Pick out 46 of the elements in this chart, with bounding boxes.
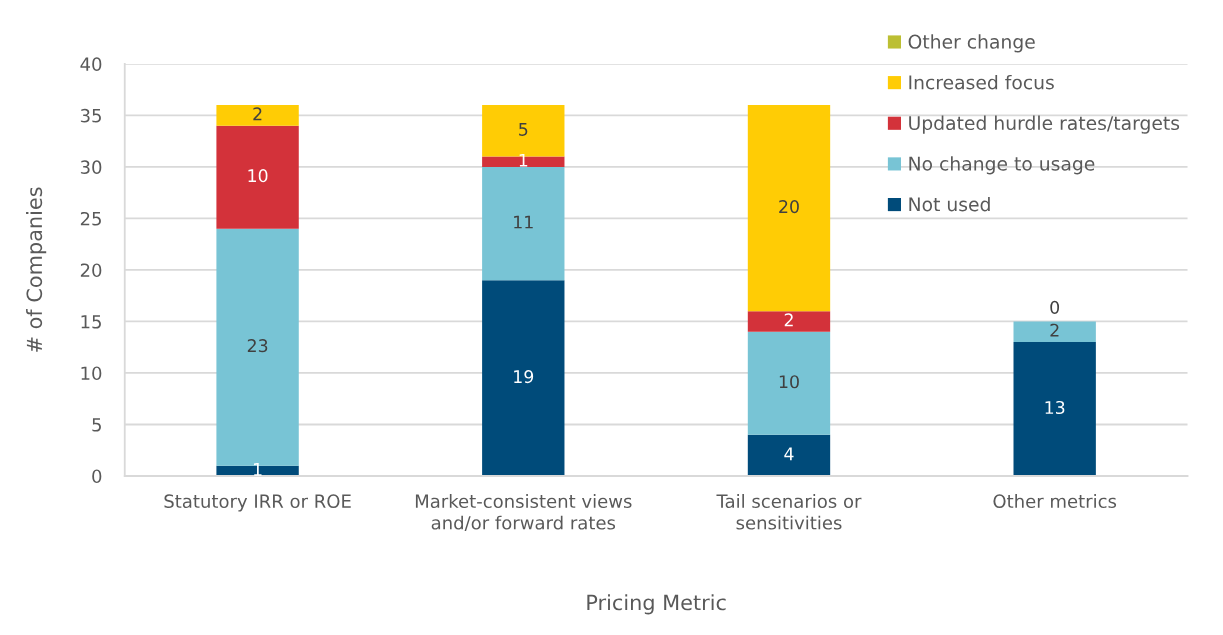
y-tick-label: 0 xyxy=(92,469,102,484)
data-label: 23 xyxy=(247,339,268,353)
data-label: 10 xyxy=(779,375,799,389)
y-tick-label: 5 xyxy=(92,418,101,432)
data-label: 1 xyxy=(519,153,528,167)
data-label: 11 xyxy=(514,215,533,229)
bar xyxy=(747,331,831,435)
y-tick-label: 30 xyxy=(80,160,102,175)
bar xyxy=(482,166,565,281)
data-label: 20 xyxy=(779,200,799,214)
x-tick-label: Other metrics xyxy=(993,494,1117,509)
data-label: 19 xyxy=(514,370,534,384)
bar xyxy=(747,105,831,312)
data-label: 13 xyxy=(1045,400,1065,415)
y-tick-label: 10 xyxy=(81,366,102,381)
data-label: 2 xyxy=(253,107,262,121)
data-label: 10 xyxy=(248,169,268,183)
y-tick-label: 15 xyxy=(81,315,101,329)
x-tick-label: Statutory IRR or ROE xyxy=(164,494,351,512)
data-label: 4 xyxy=(784,447,794,461)
bar xyxy=(482,280,565,476)
legend-label: Other change xyxy=(908,34,1035,53)
bar xyxy=(482,156,565,167)
y-axis-title: # of Companies xyxy=(26,187,47,352)
bar xyxy=(1013,321,1096,343)
bar xyxy=(747,311,831,332)
bar xyxy=(216,105,299,126)
legend-label: Increased focus xyxy=(909,74,1054,90)
legend-label: Not used xyxy=(909,196,990,212)
y-tick-label: 25 xyxy=(80,211,101,226)
bar xyxy=(216,125,299,229)
x-tick-label: Tail scenarios or sensitivities xyxy=(716,494,862,530)
x-axis-title: Pricing Metric xyxy=(587,594,726,615)
bar xyxy=(1013,342,1096,476)
data-label: 1 xyxy=(253,462,262,476)
y-tick-label: 20 xyxy=(80,263,102,278)
y-tick-label: 40 xyxy=(80,57,102,71)
data-label: 2 xyxy=(784,313,793,327)
y-tick-label: 35 xyxy=(80,108,101,123)
data-label: 5 xyxy=(519,122,528,136)
bar xyxy=(747,434,831,476)
legend-label: Updated hurdle rates/targets xyxy=(909,115,1180,134)
data-label: 0 xyxy=(1050,300,1060,314)
legend-label: No change to usage xyxy=(909,156,1095,175)
x-tick-label: Market-consistent views and/or forward rates xyxy=(415,494,632,532)
data-label: 2 xyxy=(1050,323,1059,337)
